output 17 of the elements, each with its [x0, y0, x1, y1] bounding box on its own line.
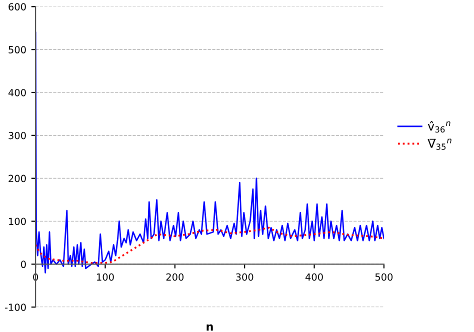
x-tick-label: 100 [97, 273, 114, 281]
x-axis-title: n [206, 324, 213, 331]
x-tick-label: 400 [305, 273, 323, 281]
line-series [36, 226, 384, 264]
y-tick-label: 100 [9, 218, 26, 226]
y-tick-label: 200 [8, 174, 26, 182]
y-tick-label: 300 [8, 132, 26, 140]
x-tick-label: 300 [236, 273, 254, 281]
y-tick-label: 400 [8, 88, 26, 96]
x-tick-label: 200 [166, 273, 184, 281]
y-tick-label: 0 [20, 260, 26, 268]
y-tick-label: -100 [4, 304, 26, 311]
legend-label: V̅$_{35}$$^{n}$ [428, 138, 452, 150]
x-tick-label: 500 [375, 273, 393, 281]
y-tick-label: 600 [8, 3, 26, 10]
y-tick-label: 500 [8, 46, 26, 54]
legend-label: v̂$_{36}$$^{n}$ [428, 121, 450, 133]
